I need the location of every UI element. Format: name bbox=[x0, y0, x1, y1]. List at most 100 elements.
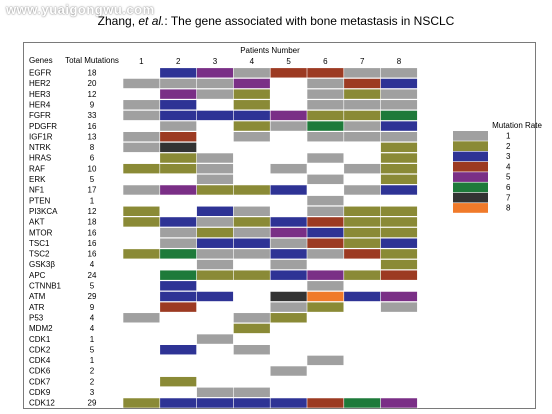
heatmap-cell bbox=[159, 78, 197, 89]
total-mutations-value: 4 bbox=[90, 324, 95, 333]
gene-label: HRAS bbox=[29, 154, 51, 163]
heatmap-cell bbox=[270, 121, 307, 131]
patient-column-label: 5 bbox=[286, 57, 291, 66]
patient-column-label: 7 bbox=[360, 57, 365, 66]
heatmap-cell bbox=[380, 238, 418, 248]
heatmap-cell bbox=[123, 206, 160, 216]
heatmap-cell bbox=[270, 185, 307, 195]
heatmap-cell bbox=[270, 68, 307, 78]
total-mutations-value: 1 bbox=[90, 196, 95, 205]
heatmap-cell bbox=[380, 185, 418, 195]
total-mutations-value: 16 bbox=[88, 228, 97, 237]
heatmap-cell bbox=[196, 249, 234, 259]
heatmap-cell bbox=[233, 217, 271, 227]
heatmap-cell bbox=[196, 217, 234, 227]
heatmap-cell bbox=[307, 302, 344, 312]
gene-label: MTOR bbox=[29, 228, 53, 237]
gene-label: NF1 bbox=[29, 186, 45, 195]
gene-label: IGF1R bbox=[29, 132, 53, 141]
heatmap-cell bbox=[159, 121, 197, 131]
heatmap-cell bbox=[270, 398, 307, 408]
gene-label: CDK12 bbox=[29, 399, 55, 408]
total-mutations-value: 9 bbox=[90, 303, 95, 312]
heatmap-cell bbox=[196, 334, 234, 344]
heatmap-cell bbox=[343, 68, 381, 78]
heatmap-cell bbox=[196, 185, 234, 195]
gene-label: CDK1 bbox=[29, 335, 51, 344]
heatmap-cell bbox=[343, 163, 381, 174]
heatmap-cell bbox=[270, 366, 307, 376]
gene-label: CTNNB1 bbox=[29, 282, 62, 291]
heatmap-cell bbox=[159, 100, 197, 110]
heatmap-cell bbox=[307, 238, 344, 248]
heatmap-cell bbox=[123, 249, 160, 259]
heatmap-cell bbox=[233, 238, 271, 248]
legend-label: 1 bbox=[506, 132, 511, 141]
total-mutations-value: 5 bbox=[90, 282, 95, 291]
heatmap-cell bbox=[307, 227, 344, 238]
heatmap-cell bbox=[233, 132, 271, 142]
heatmap-cell bbox=[159, 249, 197, 259]
total-mutations-value: 18 bbox=[88, 69, 97, 78]
heatmap-cell bbox=[159, 217, 197, 227]
gene-label: AKT bbox=[29, 218, 45, 227]
heatmap-cell bbox=[159, 291, 197, 302]
gene-label: CDK9 bbox=[29, 388, 51, 397]
heatmap-cell bbox=[233, 227, 271, 238]
gene-label: PTEN bbox=[29, 196, 51, 205]
gene-label: CDK4 bbox=[29, 356, 51, 365]
patient-column-label: 6 bbox=[323, 57, 328, 66]
heatmap-cell bbox=[270, 227, 307, 238]
heatmap-cell bbox=[159, 281, 197, 291]
total-mutations-value: 33 bbox=[88, 111, 97, 120]
heatmap-cell bbox=[196, 206, 234, 216]
heatmap-cell bbox=[159, 110, 197, 121]
legend-swatch bbox=[453, 151, 488, 162]
heatmap-cell bbox=[233, 78, 271, 89]
heatmap-cell bbox=[196, 110, 234, 121]
total-mutations-value: 8 bbox=[90, 143, 95, 152]
heatmap-cell bbox=[380, 153, 418, 163]
legend-title: Mutation Rate bbox=[492, 121, 542, 130]
legend-label: 7 bbox=[506, 193, 511, 202]
heatmap-cell bbox=[270, 217, 307, 227]
heatmap-cell bbox=[196, 89, 234, 99]
heatmap-cell bbox=[123, 110, 160, 121]
heatmap-cell bbox=[233, 398, 271, 408]
heatmap-cell bbox=[196, 387, 234, 398]
gene-label: NTRK bbox=[29, 143, 51, 152]
heatmap-cell bbox=[196, 68, 234, 78]
heatmap-cell bbox=[380, 398, 418, 408]
heatmap-cell bbox=[343, 249, 381, 259]
heatmap-cell bbox=[196, 163, 234, 174]
gene-label: GSK3β bbox=[29, 260, 55, 269]
heatmap-cell bbox=[307, 121, 344, 131]
legend-label: 3 bbox=[506, 152, 511, 161]
gene-label: HER4 bbox=[29, 100, 51, 109]
heatmap-cell bbox=[123, 132, 160, 142]
heatmap-cell bbox=[196, 153, 234, 163]
gene-label: APC bbox=[29, 271, 46, 280]
total-mutations-value: 2 bbox=[90, 377, 95, 386]
heatmap-cell bbox=[196, 398, 234, 408]
heatmap-cell bbox=[343, 238, 381, 248]
patient-column-label: 4 bbox=[250, 57, 255, 66]
gene-label: EGFR bbox=[29, 69, 51, 78]
heatmap-cell bbox=[380, 291, 418, 302]
total-mutations-value: 12 bbox=[88, 90, 97, 99]
heatmap-cell bbox=[343, 270, 381, 280]
total-mutations-value: 24 bbox=[88, 271, 97, 280]
total-mutations-value: 20 bbox=[88, 79, 97, 88]
genes-header: Genes bbox=[29, 56, 53, 65]
heatmap-cell bbox=[343, 110, 381, 121]
total-mutations-value: 16 bbox=[88, 239, 97, 248]
heatmap-cell bbox=[233, 100, 271, 110]
heatmap-cell bbox=[196, 291, 234, 302]
total-mutations-value: 29 bbox=[88, 292, 97, 301]
heatmap-cell bbox=[380, 89, 418, 99]
gene-label: FGFR bbox=[29, 111, 51, 120]
heatmap-cell bbox=[270, 259, 307, 270]
heatmap-cell bbox=[343, 217, 381, 227]
heatmap-cell bbox=[123, 185, 160, 195]
